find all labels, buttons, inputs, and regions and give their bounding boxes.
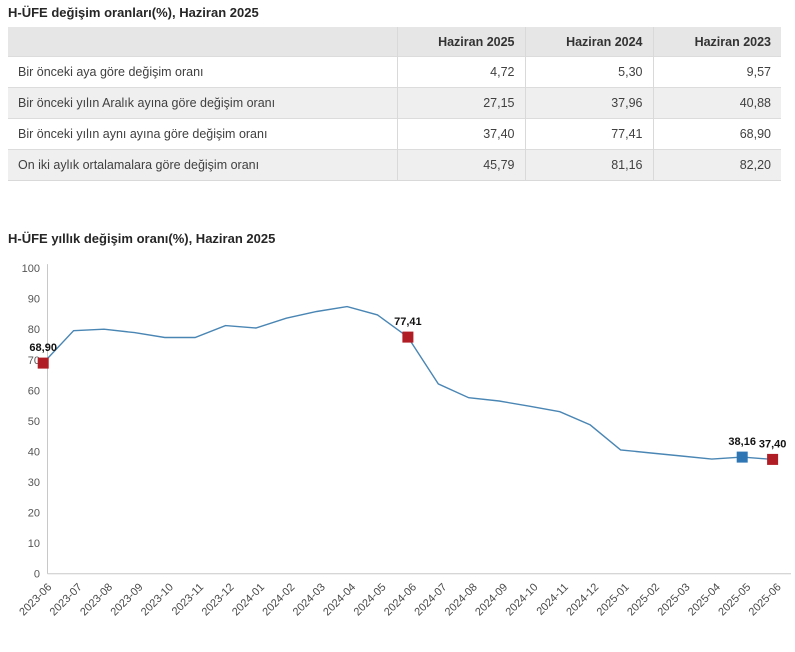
- x-tick-label: 2024-10: [503, 581, 540, 618]
- y-tick-label: 60: [28, 385, 40, 397]
- data-point-marker: [37, 357, 49, 369]
- x-tick-label: 2023-10: [139, 581, 176, 618]
- y-tick-label: 20: [28, 508, 40, 520]
- x-tick-label: 2023-08: [78, 581, 115, 618]
- data-point-marker: [402, 331, 414, 343]
- value-cell: 82,20: [739, 158, 771, 172]
- value-cell: 68,90: [739, 127, 771, 141]
- rates-table: Haziran 2025 Haziran 2024 Haziran 2023 Bir…: [8, 27, 781, 181]
- x-tick-label: 2024-06: [382, 581, 419, 618]
- row-label: Bir önceki yılın aynı ayına göre değişim…: [8, 118, 398, 150]
- x-tick-label: 2025-01: [595, 581, 632, 618]
- value-cell: 4,72: [397, 56, 526, 88]
- x-tick-label: 2024-08: [443, 581, 480, 618]
- data-point-label: 37,40: [759, 438, 787, 450]
- table-row: Bir önceki yılın aynı ayına göre değişim…: [8, 118, 781, 150]
- x-tick-label: 2024-02: [260, 581, 297, 618]
- value-cell: 45,79: [397, 149, 526, 181]
- y-tick-label: 10: [28, 538, 40, 550]
- value-cell: 77,41: [525, 118, 654, 150]
- chart-title: H-ÜFE yıllık değişim oranı(%), Haziran 2…: [8, 231, 276, 246]
- x-tick-label: 2024-12: [564, 581, 601, 618]
- y-tick-label: 80: [28, 324, 40, 336]
- x-tick-label: 2024-05: [352, 581, 389, 618]
- x-tick-label: 2024-09: [473, 581, 510, 618]
- value-cell: 9,57: [746, 65, 771, 79]
- y-tick-label: 40: [28, 446, 40, 458]
- table-corner-cell: [8, 27, 398, 57]
- table-header-row: Haziran 2025 Haziran 2024 Haziran 2023: [8, 27, 781, 57]
- x-tick-label: 2023-09: [108, 581, 145, 618]
- row-label: Bir önceki yılın Aralık ayına göre değiş…: [8, 87, 398, 119]
- x-tick-label: 2025-05: [716, 581, 753, 618]
- x-tick-label: 2024-03: [291, 581, 328, 618]
- column-header: Haziran 2023: [653, 27, 781, 57]
- line-chart: 0 10 20 30 40 50 60 70 80 90 100 2023-06 2023-07 2023…: [0, 250, 795, 647]
- x-tick-label: 2025-02: [625, 581, 662, 618]
- value-cell: 81,16: [525, 149, 654, 181]
- x-tick-label: 2025-03: [655, 581, 692, 618]
- table-row: Bir önceki aya göre değişim oranı 4,72 5,3…: [8, 56, 781, 88]
- data-point-label: 77,41: [394, 316, 422, 328]
- x-tick-label: 2024-07: [412, 581, 449, 618]
- table-title: H-ÜFE değişim oranları(%), Haziran 2025: [8, 5, 259, 20]
- x-tick-label: 2023-06: [17, 581, 54, 618]
- data-point-label: 68,90: [29, 342, 57, 354]
- y-tick-label: 100: [22, 263, 40, 275]
- x-tick-label: 2025-06: [747, 581, 784, 618]
- x-tick-label: 2024-04: [321, 581, 358, 618]
- x-tick-label: 2025-04: [686, 581, 723, 618]
- x-tick-label: 2024-01: [230, 581, 267, 618]
- data-point-marker: [736, 451, 748, 463]
- row-label: On iki aylık ortalamalara göre değişim o…: [8, 149, 398, 181]
- series-line: [42, 305, 773, 461]
- table-row: On iki aylık ortalamalara göre değişim o…: [8, 149, 781, 181]
- x-tick-label: 2023-07: [48, 581, 85, 618]
- y-tick-label: 90: [28, 294, 40, 306]
- data-point-label: 38,16: [728, 436, 756, 448]
- value-cell: 5,30: [525, 56, 654, 88]
- value-cell: 27,15: [397, 87, 526, 119]
- y-tick-label: 0: [34, 569, 40, 581]
- column-header: Haziran 2025: [397, 27, 526, 57]
- data-point-marker: [767, 453, 779, 465]
- value-cell: 40,88: [739, 96, 771, 110]
- y-tick-label: 70: [28, 355, 40, 367]
- row-label: Bir önceki aya göre değişim oranı: [8, 56, 398, 88]
- value-cell: 37,96: [525, 87, 654, 119]
- line-chart-svg: 01020304050607080901002023-062023-072023…: [17, 263, 791, 618]
- table-row: Bir önceki yılın Aralık ayına göre değiş…: [8, 87, 781, 119]
- column-header: Haziran 2024: [525, 27, 654, 57]
- value-cell: 37,40: [397, 118, 526, 150]
- x-tick-label: 2023-12: [200, 581, 237, 618]
- y-tick-label: 50: [28, 416, 40, 428]
- y-tick-label: 30: [28, 477, 40, 489]
